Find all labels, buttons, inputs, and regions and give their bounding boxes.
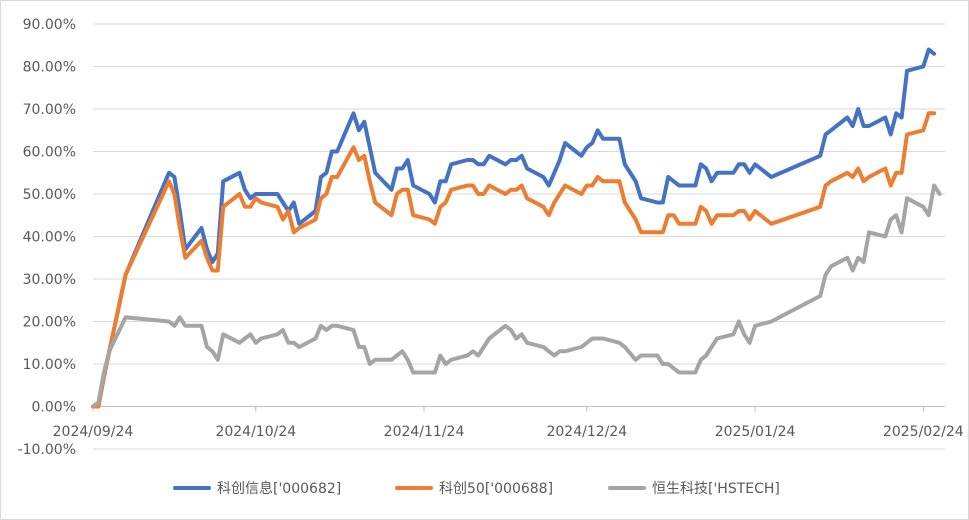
legend-label-1: 科创50['000688] bbox=[439, 481, 553, 497]
x-axis bbox=[92, 406, 945, 412]
y-tick-label: 70.00% bbox=[23, 102, 76, 118]
y-tick-label: 80.00% bbox=[23, 60, 76, 76]
series-lines bbox=[91, 47, 942, 409]
series-line-0 bbox=[91, 47, 937, 409]
x-tick-label: 2024/09/24 bbox=[53, 424, 134, 440]
y-tick-label: 90.00% bbox=[23, 17, 76, 33]
x-tick-label: 2025/01/24 bbox=[715, 424, 796, 440]
y-tick-label: 30.00% bbox=[23, 272, 76, 288]
x-tick-label: 2024/12/24 bbox=[546, 424, 627, 440]
y-tick-label: 40.00% bbox=[23, 230, 76, 246]
legend-label-2: 恒生科技['HSTECH] bbox=[652, 481, 780, 497]
legend-label-0: 科创信息['000682] bbox=[217, 480, 341, 497]
y-axis-ticks: 90.00% 80.00% 70.00% 60.00% 50.00% 40.00% 30.0… bbox=[18, 17, 76, 458]
y-tick-label: 0.00% bbox=[32, 400, 76, 416]
x-tick-label: 2024/11/24 bbox=[384, 424, 465, 440]
series-line-2 bbox=[91, 183, 942, 409]
x-axis-ticks: 2024/09/24 2024/10/24 2024/11/24 2024/12/24… bbox=[53, 424, 964, 440]
x-tick-label: 2025/02/24 bbox=[883, 424, 964, 440]
y-tick-label: 60.00% bbox=[23, 145, 76, 161]
y-tick-label: 50.00% bbox=[23, 187, 76, 203]
series-line-1 bbox=[91, 111, 937, 409]
y-tick-label: 10.00% bbox=[23, 357, 76, 373]
y-tick-label: -10.00% bbox=[18, 442, 76, 458]
x-tick-label: 2024/10/24 bbox=[215, 424, 296, 440]
y-tick-label: 20.00% bbox=[23, 315, 76, 331]
legend: 科创信息['000682] 科创50['000688] 恒生科技['HSTECH] bbox=[173, 480, 780, 497]
